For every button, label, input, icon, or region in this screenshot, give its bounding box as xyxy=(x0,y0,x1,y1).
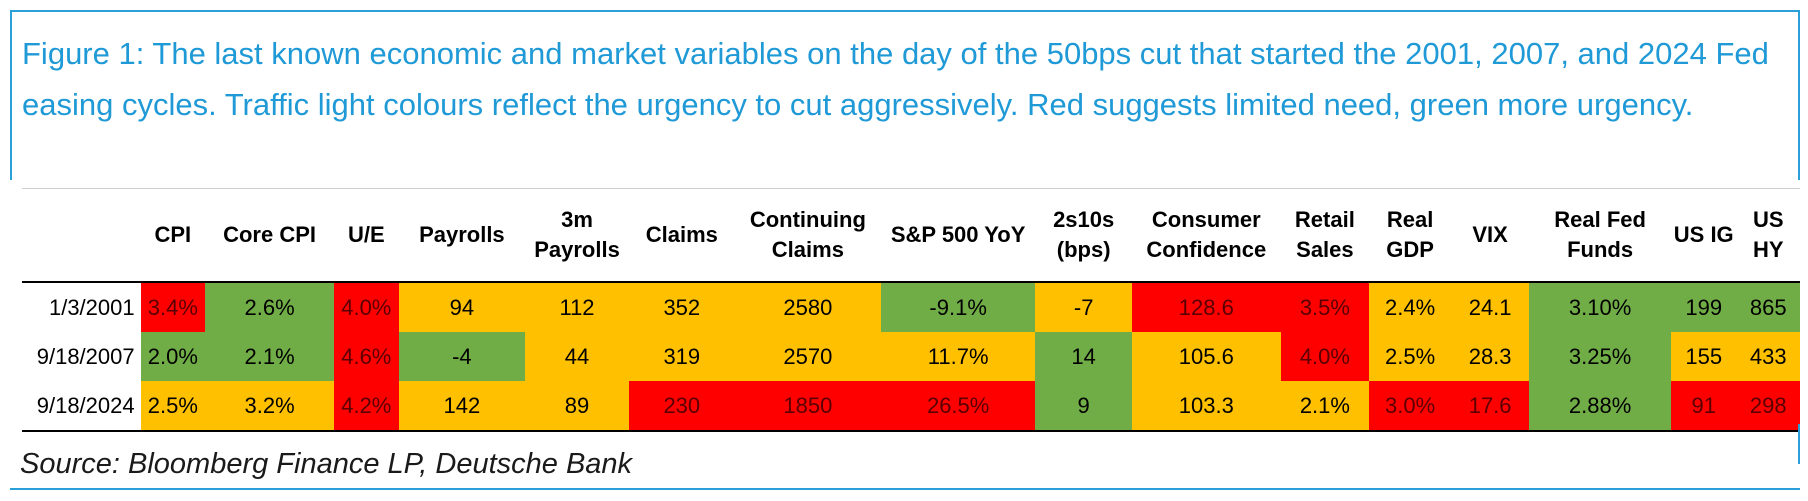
column-header: U/E xyxy=(334,188,399,282)
column-header: S&P 500 YoY xyxy=(881,188,1036,282)
frame-right-rule-lower xyxy=(1798,424,1800,464)
table-cell: 2.4% xyxy=(1369,282,1451,332)
frame-right-rule xyxy=(1798,10,1800,180)
table-cell: 155 xyxy=(1670,332,1737,381)
table-cell: 865 xyxy=(1736,282,1800,332)
column-header: US IG xyxy=(1670,188,1737,282)
table-cell: 89 xyxy=(525,381,629,432)
table-cell: 3.5% xyxy=(1280,282,1370,332)
figure-caption: Figure 1: The last known economic and ma… xyxy=(22,36,1769,122)
table-cell: 2.5% xyxy=(1369,332,1451,381)
table-cell: 199 xyxy=(1670,282,1737,332)
column-header: Core CPI xyxy=(205,188,335,282)
table-cell: 2.6% xyxy=(205,282,335,332)
column-header: US HY xyxy=(1736,188,1800,282)
frame-top-rule xyxy=(10,10,1800,12)
table-cell: 319 xyxy=(628,332,735,381)
table-cell: 3.0% xyxy=(1369,381,1451,432)
table-cell: 352 xyxy=(628,282,735,332)
row-date: 9/18/2024 xyxy=(22,381,141,432)
table-row: 9/18/2024 2.5% 3.2% 4.2% 142 89 230 1850 26.5% 9 1… xyxy=(22,381,1800,432)
table-cell: 11.7% xyxy=(881,332,1036,381)
table-cell: 28.3 xyxy=(1450,332,1530,381)
table-cell: 14 xyxy=(1035,332,1133,381)
table-cell: -9.1% xyxy=(881,282,1036,332)
table-cell: 2.1% xyxy=(1280,381,1370,432)
table-cell: 26.5% xyxy=(881,381,1036,432)
table-cell: 3.2% xyxy=(205,381,335,432)
figure-frame: Figure 1: The last known economic and ma… xyxy=(10,10,1800,491)
table-cell: 128.6 xyxy=(1132,282,1281,332)
column-header: CPI xyxy=(140,188,206,282)
column-header: 3m Payrolls xyxy=(525,188,629,282)
table-cell: 142 xyxy=(398,381,526,432)
table-cell: 103.3 xyxy=(1132,381,1281,432)
table-cell: -4 xyxy=(398,332,526,381)
table-cell: 24.1 xyxy=(1450,282,1530,332)
table-cell: 2.0% xyxy=(140,332,206,381)
column-header: Payrolls xyxy=(398,188,526,282)
source-note: Source: Bloomberg Finance LP, Deutsche B… xyxy=(20,448,633,480)
table-cell: 4.6% xyxy=(334,332,399,381)
table-cell: 230 xyxy=(628,381,735,432)
table-cell: 91 xyxy=(1670,381,1737,432)
table-cell: 3.10% xyxy=(1529,282,1671,332)
table-cell: 94 xyxy=(398,282,526,332)
table-cell: 298 xyxy=(1736,381,1800,432)
column-header: VIX xyxy=(1450,188,1530,282)
column-header: Claims xyxy=(628,188,735,282)
table-cell: 1850 xyxy=(734,381,881,432)
table-cell: 4.0% xyxy=(334,282,399,332)
table-row: 9/18/2007 2.0% 2.1% 4.6% -4 44 319 2570 11.7% 14 1… xyxy=(22,332,1800,381)
column-header: Real GDP xyxy=(1369,188,1451,282)
table-cell: 433 xyxy=(1736,332,1800,381)
column-header: Retail Sales xyxy=(1280,188,1370,282)
table-body: 1/3/2001 3.4% 2.6% 4.0% 94 112 352 2580 -9.1% -7 1… xyxy=(22,282,1800,432)
row-date: 9/18/2007 xyxy=(36,343,135,369)
table-cell: 2.1% xyxy=(205,332,335,381)
header-row: CPI Core CPI U/E Payrolls 3m Payrolls Claims C… xyxy=(22,188,1800,282)
table-cell: 3.4% xyxy=(140,282,206,332)
header-blank xyxy=(22,188,141,282)
table-cell: 4.0% xyxy=(1280,332,1370,381)
table-cell: 44 xyxy=(525,332,629,381)
column-header: 2s10s (bps) xyxy=(1035,188,1133,282)
table-cell: -7 xyxy=(1035,282,1133,332)
table-cell: 2.88% xyxy=(1529,381,1671,432)
traffic-light-table: CPI Core CPI U/E Payrolls 3m Payrolls Claims C… xyxy=(22,188,1800,432)
column-header: Consumer Confidence xyxy=(1132,188,1281,282)
table-cell: 2580 xyxy=(734,282,881,332)
table-cell: 9 xyxy=(1035,381,1133,432)
table-cell: 112 xyxy=(525,282,629,332)
table-cell: 4.2% xyxy=(334,381,399,432)
column-header: Continuing Claims xyxy=(734,188,881,282)
table-cell: 105.6 xyxy=(1132,332,1281,381)
column-header: Real Fed Funds xyxy=(1529,188,1671,282)
table-cell: 2.5% xyxy=(140,381,206,432)
table-cell: 3.25% xyxy=(1529,332,1671,381)
table-cell: 2570 xyxy=(734,332,881,381)
table-row: 1/3/2001 3.4% 2.6% 4.0% 94 112 352 2580 -9.1% -7 1… xyxy=(22,282,1800,332)
row-date: 1/3/2001 xyxy=(48,294,135,320)
frame-left-rule xyxy=(10,10,12,180)
table-cell: 17.6 xyxy=(1450,381,1530,432)
frame-bottom-rule xyxy=(10,488,1800,490)
